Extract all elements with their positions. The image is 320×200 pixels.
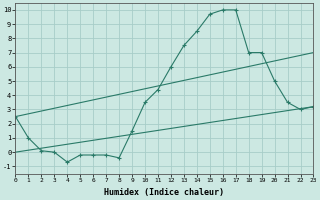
X-axis label: Humidex (Indice chaleur): Humidex (Indice chaleur) xyxy=(104,188,224,197)
